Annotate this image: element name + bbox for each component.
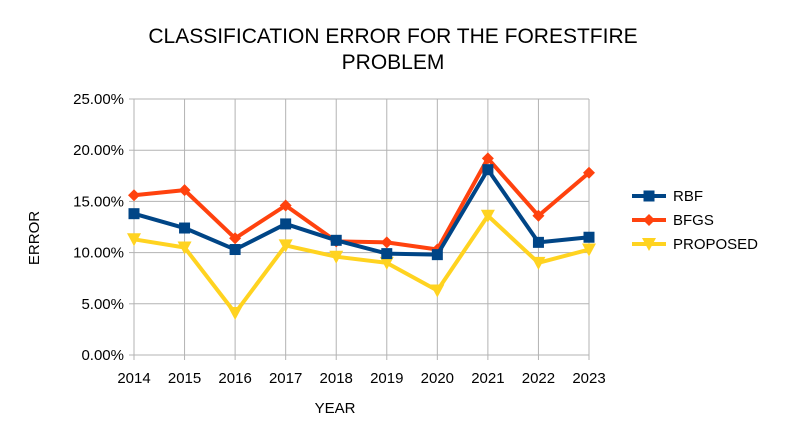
- series-rbf: [128, 164, 595, 261]
- legend-item-rbf: RBF: [632, 188, 703, 205]
- data-point-bfgs: [279, 199, 292, 212]
- y-axis-label: ERROR: [26, 211, 43, 265]
- data-point-rbf: [381, 248, 393, 260]
- data-point-rbf: [280, 218, 292, 230]
- x-tick-label: 2014: [117, 370, 150, 387]
- legend-item-bfgs: BFGS: [632, 212, 714, 229]
- chart-title-line-2: PROBLEM: [342, 51, 445, 74]
- legend-label-bfgs: BFGS: [673, 212, 714, 229]
- series-line-rbf: [133, 167, 590, 257]
- data-point-proposed: [379, 256, 394, 270]
- data-point-proposed: [278, 239, 293, 253]
- data-point-bfgs: [532, 209, 545, 222]
- data-point-proposed: [531, 256, 546, 270]
- legend-label-proposed: PROPOSED: [673, 236, 758, 253]
- data-point-bfgs: [229, 232, 242, 245]
- legend-marker-rbf: [643, 190, 655, 202]
- y-tick-label: 5.00%: [81, 296, 124, 313]
- legend-marker-bfgs: [643, 214, 655, 226]
- x-tick-label: 2017: [269, 370, 302, 387]
- data-point-bfgs: [481, 152, 494, 165]
- data-point-rbf: [179, 222, 191, 234]
- y-tick-label: 25.00%: [73, 91, 124, 108]
- data-point-bfgs: [583, 166, 595, 179]
- data-point-proposed: [127, 233, 141, 247]
- x-tick-label: 2018: [320, 370, 353, 387]
- tick-labels: 0.00% 5.00% 10.00% 15.00% 20.00% 25.00% 2014 20…: [73, 91, 606, 387]
- x-tick-label: 2016: [218, 370, 251, 387]
- x-axis-label: YEAR: [315, 400, 356, 417]
- y-tick-label: 20.00%: [73, 142, 124, 159]
- x-tick-label: 2021: [471, 370, 504, 387]
- legend: RBF BFGS PROPOSED: [632, 188, 758, 253]
- x-tick-label: 2019: [370, 370, 403, 387]
- legend-marker-proposed: [642, 238, 656, 251]
- series-group: [127, 152, 596, 321]
- x-tick-label: 2023: [572, 370, 605, 387]
- data-point-proposed: [430, 284, 445, 298]
- data-point-rbf: [482, 164, 494, 176]
- legend-label-rbf: RBF: [673, 188, 703, 205]
- legend-item-proposed: PROPOSED: [632, 236, 758, 253]
- data-point-rbf: [431, 249, 443, 261]
- data-point-bfgs: [380, 236, 393, 249]
- series-proposed: [127, 209, 596, 321]
- y-tick-label: 15.00%: [73, 193, 124, 210]
- data-point-proposed: [329, 250, 344, 264]
- y-tick-label: 10.00%: [73, 245, 124, 262]
- series-bfgs: [128, 152, 595, 256]
- data-point-rbf: [583, 231, 595, 243]
- series-line-bfgs: [133, 156, 591, 252]
- gridlines: [129, 98, 590, 360]
- data-point-rbf: [330, 234, 342, 246]
- series-line-proposed: [133, 213, 590, 316]
- data-point-rbf: [532, 236, 544, 248]
- data-point-bfgs: [178, 184, 191, 197]
- x-tick-label: 2020: [421, 370, 454, 387]
- data-point-proposed: [228, 307, 243, 321]
- data-point-proposed: [582, 243, 596, 257]
- data-point-rbf: [229, 244, 241, 256]
- y-tick-label: 0.00%: [81, 347, 124, 364]
- data-point-proposed: [177, 241, 192, 255]
- chart-title-line-1: CLASSIFICATION ERROR FOR THE FORESTFIRE: [148, 25, 637, 48]
- data-point-bfgs: [128, 189, 140, 202]
- data-point-rbf: [128, 208, 140, 220]
- data-point-proposed: [480, 209, 495, 223]
- x-tick-label: 2022: [522, 370, 555, 387]
- x-tick-label: 2015: [168, 370, 201, 387]
